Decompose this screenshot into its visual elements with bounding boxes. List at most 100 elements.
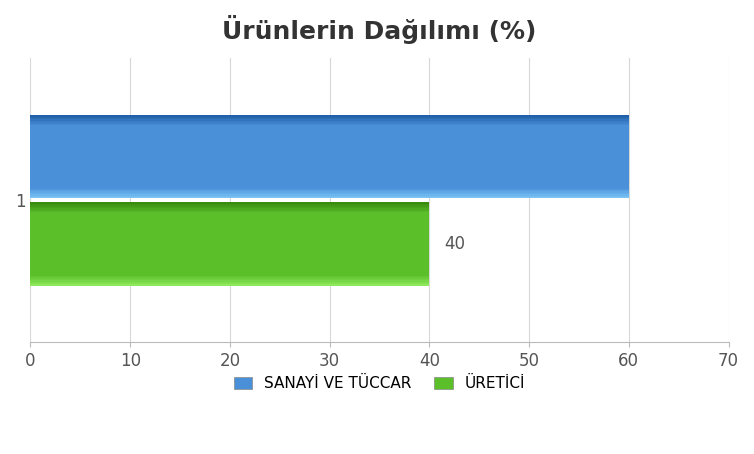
Bar xyxy=(30,140,629,142)
Bar xyxy=(30,115,629,117)
Bar xyxy=(30,157,629,158)
Bar xyxy=(30,138,629,140)
Bar xyxy=(30,163,629,165)
Bar xyxy=(30,148,629,150)
Bar xyxy=(30,226,429,227)
Bar xyxy=(30,186,629,187)
Bar xyxy=(30,141,629,143)
Bar xyxy=(30,269,429,271)
Bar xyxy=(30,232,429,233)
Bar xyxy=(30,245,429,247)
Bar xyxy=(30,179,629,180)
Bar xyxy=(30,247,429,248)
Bar xyxy=(30,123,629,125)
Bar xyxy=(30,137,629,139)
Bar xyxy=(30,209,429,211)
Bar xyxy=(30,259,429,261)
Bar xyxy=(30,270,429,272)
Bar xyxy=(30,176,629,178)
Bar xyxy=(30,166,629,168)
Bar xyxy=(30,125,629,126)
Bar xyxy=(30,208,429,210)
Bar xyxy=(30,225,429,226)
Bar xyxy=(30,284,429,286)
Legend: SANAYİ VE TÜCCAR, ÜRETİCİ: SANAYİ VE TÜCCAR, ÜRETİCİ xyxy=(228,370,532,397)
Bar xyxy=(30,233,429,234)
Bar xyxy=(30,116,629,118)
Bar xyxy=(30,283,429,284)
Bar xyxy=(30,238,429,240)
Bar xyxy=(30,197,629,198)
Bar xyxy=(30,248,429,250)
Bar xyxy=(30,194,629,196)
Bar xyxy=(30,187,629,188)
Bar xyxy=(30,280,429,281)
Bar xyxy=(30,274,429,276)
Bar xyxy=(30,227,429,229)
Bar xyxy=(30,155,629,157)
Bar xyxy=(30,121,629,122)
Bar xyxy=(30,261,429,262)
Bar xyxy=(30,212,429,214)
Bar xyxy=(30,180,629,182)
Bar xyxy=(30,119,629,121)
Bar xyxy=(30,184,629,186)
Bar xyxy=(30,279,429,280)
Bar xyxy=(30,273,429,275)
Bar xyxy=(30,172,629,173)
Bar xyxy=(30,136,629,138)
Bar xyxy=(30,118,629,119)
Bar xyxy=(30,145,629,147)
Bar xyxy=(30,265,429,266)
Bar xyxy=(30,242,429,244)
Bar xyxy=(30,205,429,207)
Bar xyxy=(30,188,629,190)
Bar xyxy=(30,130,629,132)
Bar xyxy=(30,217,429,219)
Bar xyxy=(30,183,629,184)
Bar xyxy=(30,223,429,225)
Bar xyxy=(30,162,629,164)
Bar xyxy=(30,222,429,223)
Bar xyxy=(30,236,429,237)
Title: Ürünlerin Dağılımı (%): Ürünlerin Dağılımı (%) xyxy=(222,15,537,44)
Bar xyxy=(30,169,629,171)
Bar xyxy=(30,244,429,246)
Bar xyxy=(30,195,629,197)
Bar xyxy=(30,182,629,183)
Bar xyxy=(30,151,629,153)
Bar xyxy=(30,150,629,151)
Bar xyxy=(30,241,429,243)
Bar xyxy=(30,234,429,236)
Bar xyxy=(30,153,629,154)
Bar xyxy=(30,192,629,194)
Bar xyxy=(30,158,629,159)
Bar xyxy=(30,143,629,144)
Bar xyxy=(30,215,429,217)
Bar xyxy=(30,129,629,130)
Bar xyxy=(30,144,629,146)
Bar xyxy=(30,252,429,254)
Bar xyxy=(30,257,429,258)
Text: 40: 40 xyxy=(444,235,465,253)
Bar xyxy=(30,173,629,175)
Bar xyxy=(30,277,429,279)
Bar xyxy=(30,276,429,277)
Bar xyxy=(30,213,429,215)
Bar xyxy=(30,254,429,255)
Bar xyxy=(30,255,429,257)
Bar xyxy=(30,230,429,232)
Bar xyxy=(30,262,429,263)
Bar xyxy=(30,133,629,135)
Bar xyxy=(30,191,629,193)
Bar xyxy=(30,122,629,123)
Bar xyxy=(30,207,429,208)
Bar xyxy=(30,159,629,161)
Bar xyxy=(30,211,429,212)
Bar xyxy=(30,134,629,136)
Bar xyxy=(30,229,429,230)
Bar xyxy=(30,174,629,176)
Bar xyxy=(30,251,429,252)
Bar xyxy=(30,126,629,128)
Bar xyxy=(30,250,429,251)
